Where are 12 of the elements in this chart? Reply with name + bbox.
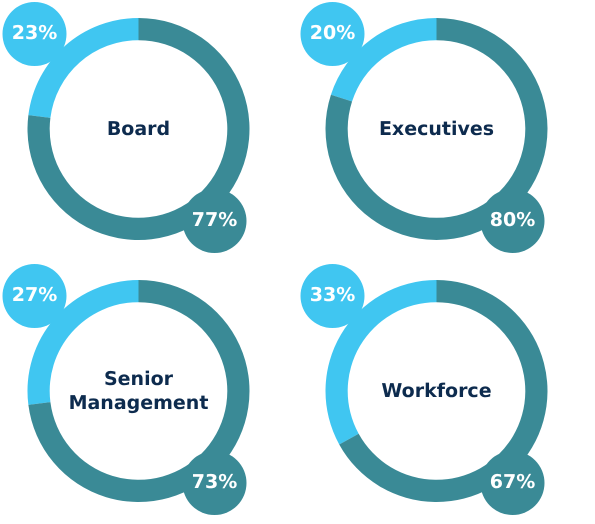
text: Executives [378, 117, 496, 141]
data-label: 23% [12, 22, 58, 44]
text: Senior Management [68, 367, 210, 415]
data-label: 77% [192, 208, 238, 231]
data-label: 20% [310, 22, 356, 44]
data-label: 73% [192, 470, 238, 493]
data-label: 80% [490, 208, 536, 231]
data-label: 27% [12, 284, 58, 306]
text: Board [106, 117, 172, 141]
data-label: 33% [310, 284, 356, 306]
text: Workforce [380, 379, 493, 403]
data-label: 67% [490, 470, 536, 493]
